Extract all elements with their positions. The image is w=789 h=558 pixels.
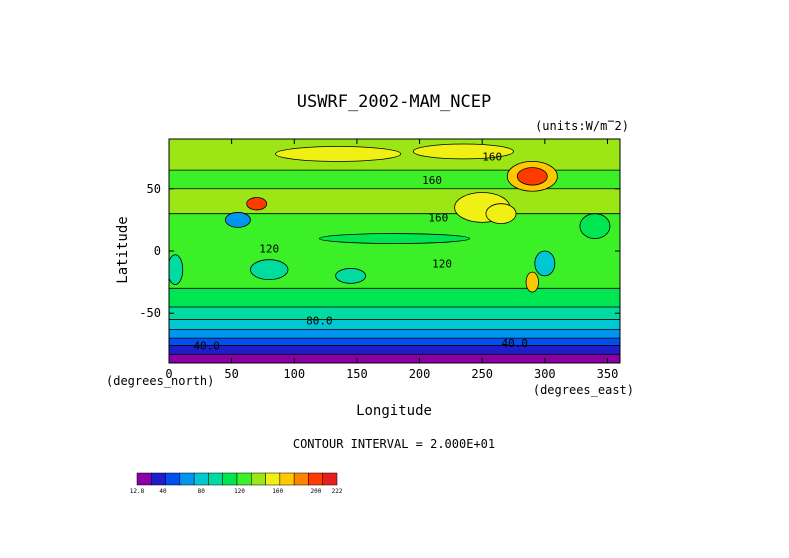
y-tick-label: 50	[147, 182, 161, 196]
contour-label: 160	[428, 211, 448, 224]
y-axis-ticks: -50 0 50	[139, 182, 620, 320]
units-label-power: 2)	[615, 119, 629, 133]
x-unit-note: (degrees_east)	[533, 383, 634, 397]
colorbar-swatch	[151, 472, 166, 486]
patch-2	[412, 143, 514, 160]
x-tick-label: 250	[471, 367, 493, 381]
patch-11	[534, 250, 556, 277]
patch-12	[525, 271, 539, 293]
colorbar-swatch	[308, 472, 323, 486]
colorbar-tick-label: 200	[311, 488, 322, 495]
plot-fill-layer	[169, 139, 620, 363]
colorbar-tick-label: 120	[234, 488, 245, 495]
contour-label: 120	[432, 257, 452, 270]
x-tick-label: 350	[597, 367, 619, 381]
band-3	[169, 329, 620, 339]
x-tick-label: 200	[409, 367, 431, 381]
patch-5	[516, 167, 548, 186]
contour-labels: 160 160 160 120 120 80.0 40.0 40.0	[193, 150, 528, 352]
patch-3	[275, 146, 402, 162]
band-2	[169, 338, 620, 346]
colorbar-swatch	[236, 472, 252, 486]
band-1	[169, 345, 620, 355]
contour-label: 160	[422, 174, 442, 187]
units-label-exponent: −	[607, 114, 614, 128]
y-axis-label: Latitude	[115, 216, 131, 283]
colorbar: 12.8 40 80 120 160 200 222	[130, 472, 343, 495]
patch-8	[250, 259, 289, 281]
colorbar-swatch	[136, 472, 152, 486]
contour-interval-text: CONTOUR INTERVAL = 2.000E+01	[293, 437, 495, 451]
colorbar-swatch	[322, 472, 338, 486]
band-8	[169, 188, 620, 214]
colorbar-swatch	[279, 472, 295, 486]
colorbar-tick-label: 40	[159, 488, 167, 495]
units-label: (units:W/m−2)	[535, 114, 629, 133]
y-tick-label: -50	[139, 306, 161, 320]
patch-9	[335, 268, 367, 284]
x-tick-label: 50	[224, 367, 238, 381]
x-tick-label: 300	[534, 367, 556, 381]
colorbar-swatch	[165, 472, 181, 486]
colorbar-tick-label: 12.8	[130, 488, 145, 495]
x-tick-label: 100	[283, 367, 305, 381]
band-5	[169, 307, 620, 320]
patch-7	[224, 212, 251, 228]
colorbar-tick-label: 80	[198, 488, 206, 495]
band-4	[169, 319, 620, 330]
band-0	[169, 354, 620, 363]
y-unit-note: (degrees_north)	[106, 374, 214, 388]
patch-14	[579, 213, 611, 239]
x-tick-label: 0	[165, 367, 172, 381]
band-6	[169, 288, 620, 307]
colorbar-tick-label: 222	[332, 488, 343, 495]
colorbar-swatch	[222, 472, 238, 486]
colorbar-swatch	[251, 472, 266, 486]
contour-label: 160	[482, 150, 502, 163]
contour-label: 80.0	[306, 315, 333, 328]
y-tick-label: 0	[154, 244, 161, 258]
x-tick-label: 150	[346, 367, 368, 381]
x-axis-label: Longitude	[356, 403, 432, 419]
colorbar-swatch	[265, 472, 281, 486]
colorbar-swatch	[193, 472, 209, 486]
contour-label: 120	[259, 243, 279, 256]
colorbar-swatch	[179, 472, 195, 486]
x-axis-ticks: 0 50 100 150 200 250 300 350	[165, 139, 618, 381]
contour-label: 40.0	[502, 337, 529, 350]
chart-title: USWRF_2002-MAM_NCEP	[297, 92, 491, 112]
patch-13	[318, 233, 471, 244]
contour-label: 40.0	[193, 340, 220, 353]
colorbar-tick-label: 160	[272, 488, 283, 495]
colorbar-swatch	[208, 472, 223, 486]
patch-6	[246, 197, 268, 211]
colorbar-swatch	[293, 472, 309, 486]
patch-1	[485, 203, 517, 225]
patch-10	[169, 254, 184, 285]
